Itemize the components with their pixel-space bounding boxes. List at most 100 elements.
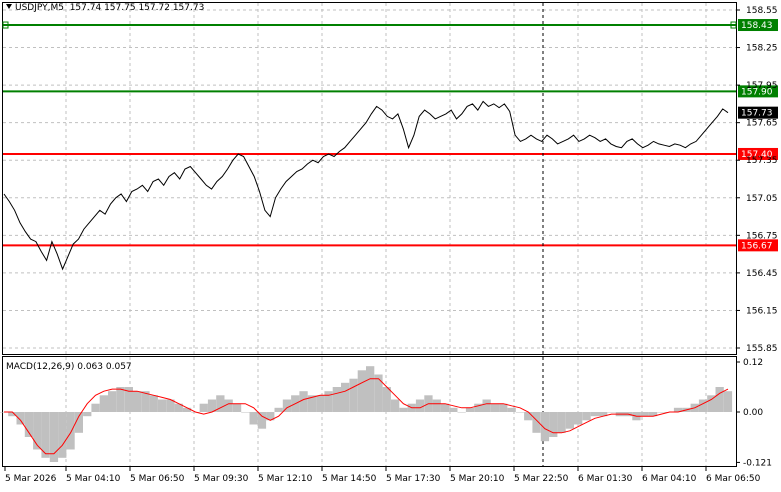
- symbol-header[interactable]: USDJPY,M5 157.74 157.75 157.72 157.73: [6, 3, 204, 13]
- time-axis[interactable]: 5 Mar 2026 5 Mar 04:10 5 Mar 06:50 5 Mar 09…: [4, 466, 761, 484]
- time-tick-label: 6 Mar 06:50: [706, 474, 761, 484]
- macd-histogram-bar: [673, 407, 683, 412]
- macd-histogram-bar: [324, 391, 333, 412]
- time-tick-label: 5 Mar 06:50: [130, 474, 185, 484]
- price-tick-label: 156.75: [746, 231, 778, 241]
- macd-histogram-bar: [49, 412, 59, 462]
- high-price: 157.75: [104, 3, 136, 13]
- macd-histogram-bar: [241, 412, 250, 413]
- macd-tick-label: 0.00: [743, 408, 763, 418]
- macd-histogram-bar: [141, 391, 150, 412]
- macd-signal-line: [4, 378, 729, 455]
- macd-histogram-bar: [257, 412, 267, 429]
- macd-histogram-bar: [158, 399, 167, 412]
- macd-histogram-bar: [457, 412, 466, 413]
- price-tick-label: 156.15: [746, 306, 778, 316]
- macd-histogram-bar: [499, 403, 508, 412]
- level-price-tag: [738, 19, 778, 32]
- price-series-line: [3, 100, 729, 271]
- macd-histogram-bar: [391, 399, 400, 412]
- level-lines[interactable]: 158.43 157.90 157.40 156.67: [2, 19, 778, 252]
- macd-histogram-bar: [590, 412, 599, 417]
- macd-histogram-bar: [465, 407, 475, 412]
- macd-histogram-bar: [149, 395, 158, 412]
- level-handle-icon: [2, 21, 9, 29]
- macd-histogram-bar: [8, 412, 17, 417]
- macd-histogram-bar: [249, 412, 258, 425]
- macd-main-value: 0.063: [77, 362, 103, 372]
- macd-histogram-bar: [357, 370, 366, 412]
- time-tick-label: 5 Mar 12:10: [258, 474, 313, 484]
- macd-histogram-bar: [582, 412, 591, 421]
- symbol-label: USDJPY,M5: [15, 3, 64, 13]
- macd-histogram-bar: [657, 412, 666, 413]
- macd-histogram-bar: [116, 387, 125, 412]
- macd-histogram-bar: [599, 412, 608, 417]
- time-tick-label: 5 Mar 22:50: [514, 474, 569, 484]
- macd-name: MACD(12,26,9): [6, 362, 75, 372]
- macd-histogram-bar: [166, 399, 175, 412]
- macd-histogram-bar: [133, 391, 142, 412]
- macd-histogram-bar: [507, 407, 516, 412]
- macd-histogram-bar: [698, 399, 708, 412]
- macd-histogram-bar: [565, 412, 574, 429]
- price-axis[interactable]: 158.55 158.25 157.95 157.65 157.35 157.05 156.…: [736, 6, 778, 354]
- macd-histogram-bar: [549, 412, 558, 437]
- macd-histogram-bar: [540, 412, 550, 442]
- series-lines: [3, 100, 729, 455]
- macd-histogram-bar: [490, 403, 500, 412]
- macd-histogram-bar: [282, 399, 292, 412]
- macd-histogram-bar: [399, 407, 408, 412]
- macd-histogram-bar: [415, 399, 425, 412]
- macd-histogram-bar: [574, 412, 583, 425]
- dropdown-triangle-icon[interactable]: [6, 4, 12, 9]
- price-pane-frame: [2, 2, 737, 355]
- level-price-label: 158.43: [741, 21, 773, 31]
- current-price-tag: [738, 106, 778, 119]
- macd-histogram-bar: [224, 399, 233, 412]
- price-tick-label: 157.95: [746, 81, 778, 91]
- macd-histogram-bar: [482, 399, 491, 412]
- macd-histogram-bar: [524, 412, 533, 421]
- macd-histogram: [0, 366, 733, 462]
- macd-histogram-bar: [474, 403, 483, 412]
- macd-histogram-bar: [33, 412, 42, 450]
- macd-histogram-bar: [41, 412, 50, 458]
- macd-histogram-bar: [74, 412, 83, 433]
- macd-histogram-bar: [274, 407, 283, 412]
- time-tick-label: 5 Mar 04:10: [66, 474, 121, 484]
- level-price-label: 157.90: [741, 87, 773, 97]
- level-price-tag: [738, 239, 778, 252]
- macd-histogram-bar: [341, 382, 350, 412]
- macd-histogram-bar: [307, 395, 316, 412]
- macd-histogram-bar: [182, 407, 192, 412]
- macd-histogram-bar: [232, 403, 242, 412]
- macd-histogram-bar: [449, 407, 458, 412]
- price-tick-label: 156.45: [746, 269, 778, 279]
- macd-histogram-bar: [607, 412, 616, 413]
- macd-histogram-bar: [99, 395, 108, 412]
- grid: [3, 3, 736, 466]
- macd-histogram-bar: [16, 412, 25, 425]
- price-tick-label: 157.35: [746, 156, 778, 166]
- current-price-label: 157.73: [741, 109, 773, 119]
- macd-histogram-bar: [366, 366, 375, 412]
- macd-histogram-bar: [715, 387, 724, 412]
- macd-histogram-bar: [58, 412, 67, 458]
- macd-signal-value: 0.057: [105, 362, 132, 372]
- macd-histogram-bar: [24, 412, 34, 437]
- level-price-tag: [738, 85, 778, 98]
- macd-histogram-bar: [640, 412, 649, 417]
- open-price: 157.74: [69, 3, 102, 13]
- macd-histogram-bar: [108, 391, 117, 412]
- time-tick-label: 6 Mar 01:30: [578, 474, 633, 484]
- close-price: 157.73: [172, 3, 205, 13]
- macd-histogram-bar: [299, 391, 308, 412]
- time-tick-label: 5 Mar 14:50: [322, 474, 377, 484]
- macd-histogram-bar: [723, 391, 733, 412]
- macd-histogram-bar: [648, 412, 658, 417]
- price-tick-label: 157.65: [746, 119, 778, 129]
- macd-header: MACD(12,26,9) 0.063 0.057: [6, 362, 132, 372]
